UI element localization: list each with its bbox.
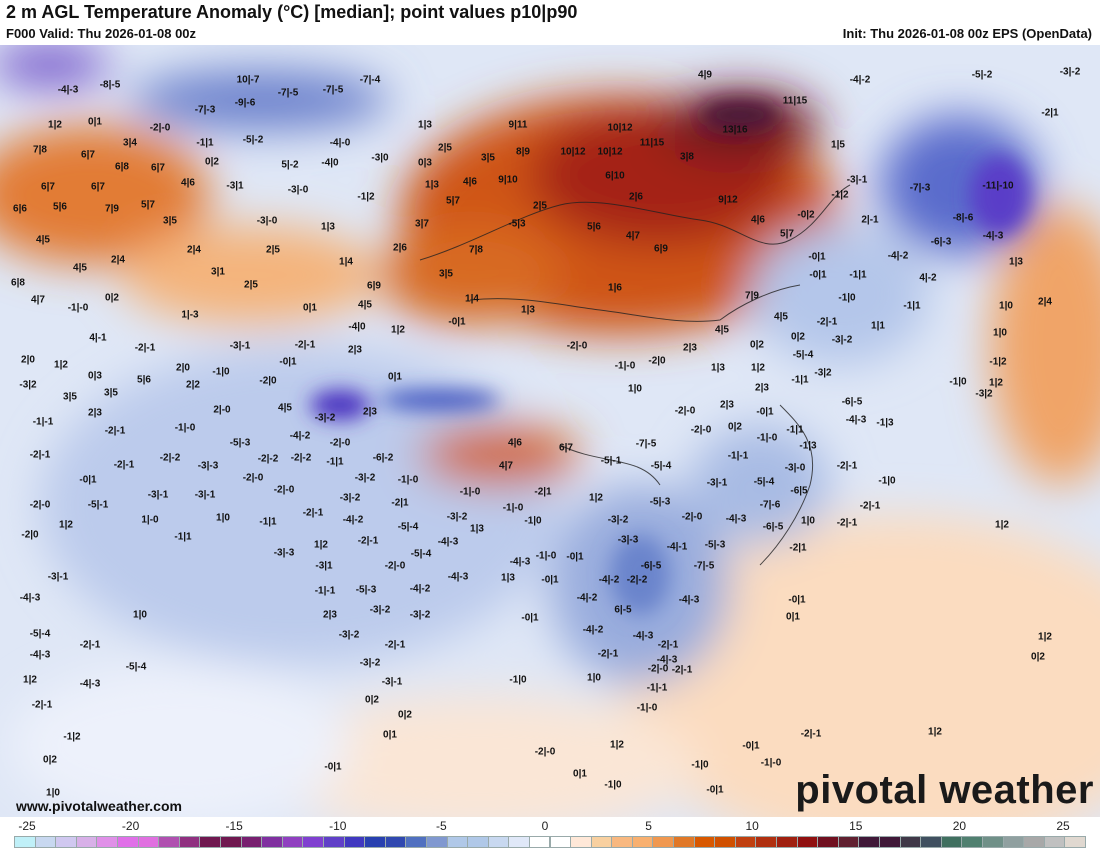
colorbar-swatch: [590, 836, 613, 848]
colorbar-swatch: [34, 836, 57, 848]
colorbar-swatch: [96, 836, 118, 848]
header: 2 m AGL Temperature Anomaly (°C) [median…: [0, 0, 1100, 45]
colorbar-swatch: [425, 836, 448, 848]
colorbar-swatch: [364, 836, 386, 848]
colorbar-swatch: [75, 836, 98, 848]
colorbar-swatch: [487, 836, 510, 848]
anomaly-map: [0, 45, 1100, 817]
colorbar-swatch: [116, 836, 139, 848]
colorbar-swatch: [776, 836, 798, 848]
colorbar-swatch: [899, 836, 922, 848]
colorbar-swatch: [693, 836, 716, 848]
colorbar-swatch: [322, 836, 345, 848]
colorbar-tick-label: 10: [745, 819, 759, 833]
colorbar-swatch: [1002, 836, 1025, 848]
init-time: Init: Thu 2026-01-08 00z EPS (OpenData): [842, 26, 1092, 41]
colorbar-swatch: [158, 836, 180, 848]
colorbar-tick-label: 0: [541, 819, 549, 833]
colorbar-swatch: [879, 836, 901, 848]
colorbar-tick-label: 5: [645, 819, 652, 833]
colorbar-swatch: [631, 836, 654, 848]
colorbar-swatch: [940, 836, 963, 848]
colorbar-swatch: [837, 836, 860, 848]
colorbar-tick-label: -5: [436, 819, 447, 833]
colorbar-swatch: [55, 836, 77, 848]
colorbar-swatch: [302, 836, 324, 848]
colorbar-swatch: [673, 836, 695, 848]
country-borders: [419, 184, 851, 566]
colorbar-swatch: [549, 836, 572, 848]
website-link[interactable]: www.pivotalweather.com: [16, 798, 182, 814]
colorbar-swatch: [570, 836, 592, 848]
anomaly-field: [0, 45, 1100, 817]
colorbar-swatch: [528, 836, 551, 848]
colorbar-swatch: [734, 836, 757, 848]
colorbar-tick-label: 20: [952, 819, 967, 833]
colorbar-swatch: [714, 836, 736, 848]
colorbar-swatch: [467, 836, 489, 848]
map-title: 2 m AGL Temperature Anomaly (°C) [median…: [6, 2, 578, 22]
colorbar-swatch: [982, 836, 1004, 848]
colorbar-swatch: [219, 836, 242, 848]
colorbar-tick-label: 25: [1056, 819, 1070, 833]
colorbar-swatch: [1064, 836, 1086, 848]
colorbar-swatch: [261, 836, 283, 848]
colorbar-swatch: [14, 836, 36, 848]
colorbar-swatch: [446, 836, 469, 848]
colorbar-swatch: [240, 836, 263, 848]
colorbar-swatch: [199, 836, 221, 848]
colorbar-swatch: [961, 836, 984, 848]
colorbar-tick-label: -20: [121, 819, 140, 833]
colorbar-tick-label: -25: [18, 819, 36, 833]
valid-time: F000 Valid: Thu 2026-01-08 00z: [6, 26, 197, 41]
colorbar-swatch: [796, 836, 819, 848]
colorbar-swatch: [920, 836, 942, 848]
colorbar-swatch: [508, 836, 530, 848]
colorbar-swatch: [652, 836, 675, 848]
colorbar-swatch: [384, 836, 407, 848]
colorbar-swatch: [405, 836, 427, 848]
colorbar-swatch: [1023, 836, 1045, 848]
colorbar-swatch: [281, 836, 304, 848]
colorbar-swatch: [755, 836, 778, 848]
colorbar-swatch: [1043, 836, 1066, 848]
colorbar-swatch: [343, 836, 366, 848]
colorbar-swatch: [858, 836, 881, 848]
colorbar-tick-label: -15: [225, 819, 243, 833]
colorbar-swatch: [817, 836, 839, 848]
brand-watermark: pivotal weather: [795, 768, 1094, 812]
colorbar-swatch: [137, 836, 160, 848]
colorbar-tick-label: 15: [849, 819, 863, 833]
colorbar-tick-label: -10: [329, 819, 347, 833]
colorbar-swatch: [611, 836, 633, 848]
colorbar: -25 -20 -15 -10 -5 0 5 10 15 20 25: [0, 817, 1100, 850]
colorbar-swatch: [178, 836, 201, 848]
